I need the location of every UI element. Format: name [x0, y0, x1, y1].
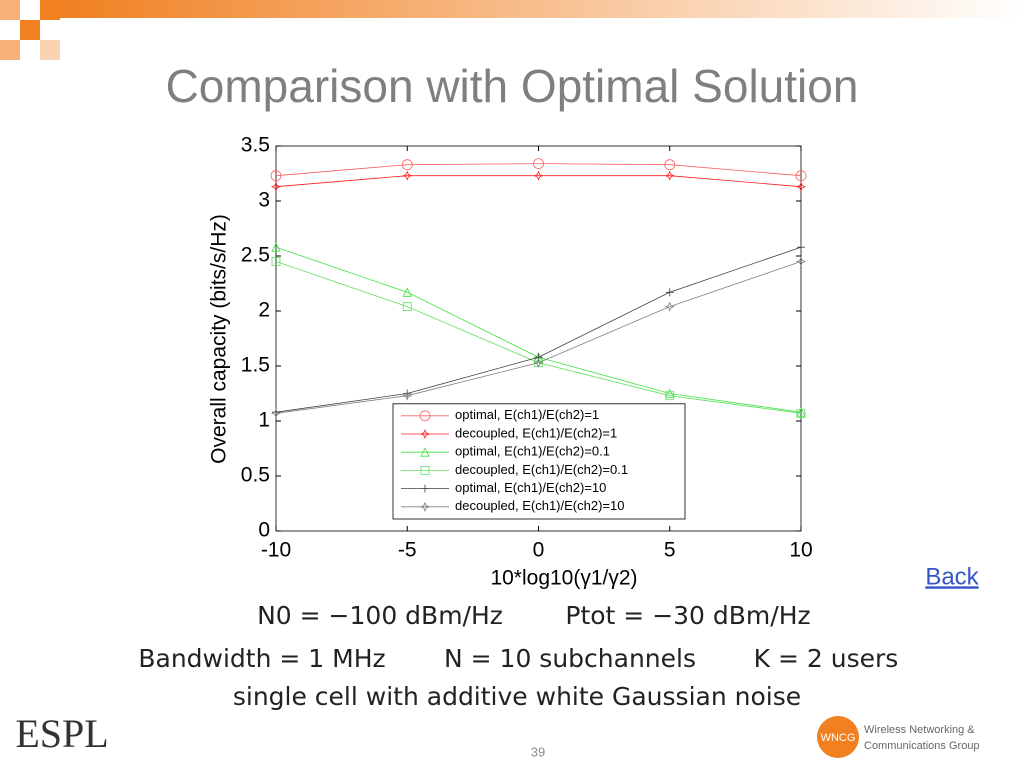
- wncg-badge-text: WNCG: [821, 732, 856, 744]
- marker: [419, 410, 431, 422]
- x-tick-label: -10: [261, 539, 291, 562]
- marker: [795, 181, 807, 192]
- marker: [271, 257, 281, 266]
- y-tick-label: 0.5: [241, 464, 270, 487]
- marker: [796, 408, 806, 418]
- header-bar: [60, 0, 1024, 18]
- marker: [270, 170, 282, 182]
- decor: [0, 0, 20, 20]
- series-line: [275, 175, 802, 188]
- legend-label: optimal, E(ch1)/E(ch2)=0.1: [455, 444, 610, 459]
- marker: [402, 287, 412, 297]
- marker: [664, 170, 675, 181]
- marker: [401, 159, 413, 171]
- marker: [421, 484, 429, 493]
- marker: [419, 428, 431, 440]
- equation: N0 = −100 dBm/Hz: [257, 601, 503, 630]
- x-tick-label: 10: [789, 539, 812, 562]
- y-tick-label: 1: [258, 409, 270, 432]
- x-tick-label: 0: [533, 539, 545, 562]
- marker: [533, 158, 544, 170]
- x-axis-label: 10*log10(γ1/γ2): [490, 567, 637, 590]
- y-tick-label: 3.5: [241, 134, 270, 157]
- marker: [420, 465, 430, 475]
- marker: [270, 408, 282, 419]
- marker: [402, 302, 412, 312]
- legend-label: decoupled, E(ch1)/E(ch2)=1: [455, 425, 617, 440]
- marker: [402, 170, 413, 181]
- equation: Bandwidth = 1 MHz: [138, 644, 385, 673]
- marker: [664, 159, 676, 171]
- marker: [797, 243, 805, 252]
- y-tick-label: 2: [258, 299, 270, 322]
- decor: [0, 40, 20, 60]
- legend-label: decoupled, E(ch1)/E(ch2)=0.1: [455, 462, 628, 477]
- marker: [420, 447, 430, 457]
- legend-box: [392, 403, 686, 520]
- wncg-badge: [817, 716, 859, 758]
- marker: [270, 181, 282, 192]
- x-tick-label: -5: [398, 539, 417, 562]
- wncg-text: Communications Group: [864, 740, 980, 752]
- marker: [419, 501, 431, 512]
- equation: K = 2 users: [754, 644, 899, 673]
- y-tick-label: 0: [258, 519, 270, 542]
- marker: [796, 407, 806, 417]
- marker: [665, 288, 674, 297]
- marker: [665, 388, 675, 398]
- y-tick-label: 2.5: [241, 244, 270, 267]
- legend-label: optimal, E(ch1)/E(ch2)=10: [455, 480, 606, 495]
- decor: [20, 20, 40, 40]
- espl-logo: ESPL: [15, 711, 108, 756]
- equation: N = 10 subchannels: [444, 644, 696, 673]
- page-number: 39: [531, 744, 545, 759]
- decor: [40, 0, 60, 20]
- marker: [795, 256, 807, 267]
- series-line: [275, 246, 802, 413]
- marker: [795, 170, 807, 182]
- wncg-text: Wireless Networking &: [864, 724, 975, 736]
- series-line: [275, 163, 802, 177]
- equation: single cell with additive white Gaussian…: [233, 682, 801, 711]
- marker: [271, 242, 281, 252]
- slide-title: Comparison with Optimal Solution: [166, 60, 859, 112]
- series-line: [275, 261, 802, 414]
- y-tick-label: 1.5: [241, 354, 270, 377]
- marker: [533, 357, 544, 368]
- x-tick-label: 5: [664, 539, 676, 562]
- marker: [664, 301, 675, 312]
- decor: [40, 40, 60, 60]
- legend-label: decoupled, E(ch1)/E(ch2)=10: [455, 498, 624, 513]
- marker: [402, 390, 413, 401]
- marker: [534, 353, 543, 362]
- y-axis-label: Overall capacity (bits/s/Hz): [208, 214, 231, 464]
- equation: Ptot = −30 dBm/Hz: [565, 601, 810, 630]
- marker: [533, 170, 544, 181]
- series-line: [275, 261, 802, 414]
- series-line: [275, 246, 802, 413]
- marker: [665, 391, 675, 401]
- back-link[interactable]: Back: [925, 563, 979, 590]
- y-tick-label: 3: [258, 189, 270, 212]
- legend-label: optimal, E(ch1)/E(ch2)=1: [455, 407, 599, 422]
